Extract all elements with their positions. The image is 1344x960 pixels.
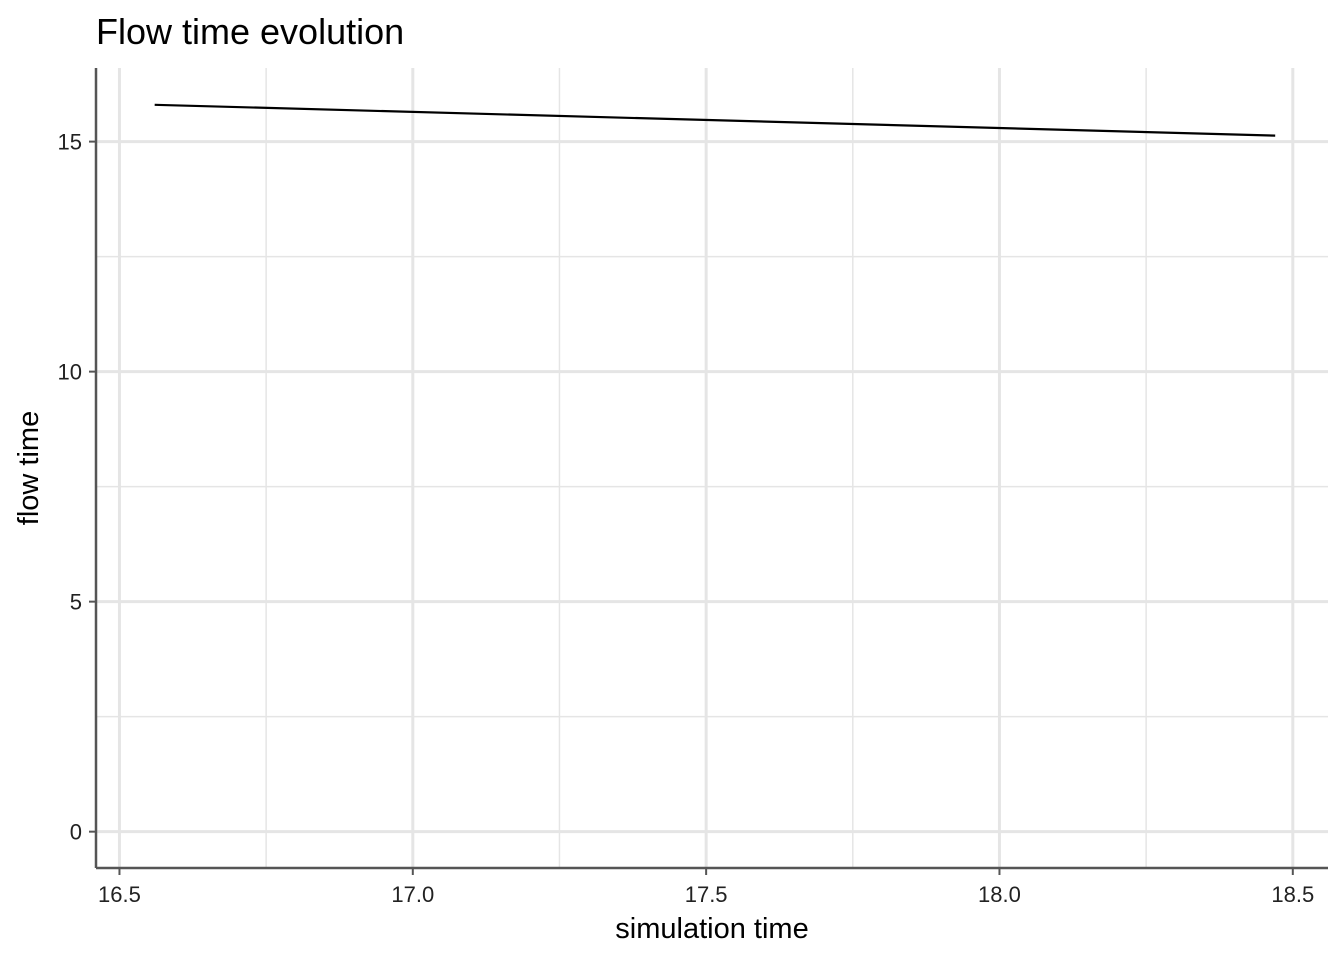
x-tick-label: 16.5: [98, 882, 141, 907]
x-axis-label: simulation time: [615, 913, 808, 945]
y-tick-label: 5: [70, 590, 82, 615]
y-tick-label: 10: [58, 360, 82, 385]
y-axis-label: flow time: [13, 411, 45, 525]
minor-grid: [96, 68, 1328, 868]
axes: [94, 68, 1328, 870]
chart-title: Flow time evolution: [96, 11, 404, 52]
x-tick-label: 17.5: [685, 882, 728, 907]
series-line: [154, 103, 1276, 137]
y-tick-label: 0: [70, 820, 82, 845]
x-axis-ticks: 16.5 17.0 17.5 18.0 18.5: [98, 868, 1314, 907]
x-tick-label: 17.0: [391, 882, 434, 907]
y-axis-ticks: 0 5 10 15: [58, 130, 96, 845]
series-layer: [154, 103, 1276, 137]
x-tick-label: 18.0: [978, 882, 1021, 907]
x-tick-label: 18.5: [1271, 882, 1314, 907]
y-tick-label: 15: [58, 130, 82, 155]
major-grid: [96, 68, 1328, 868]
